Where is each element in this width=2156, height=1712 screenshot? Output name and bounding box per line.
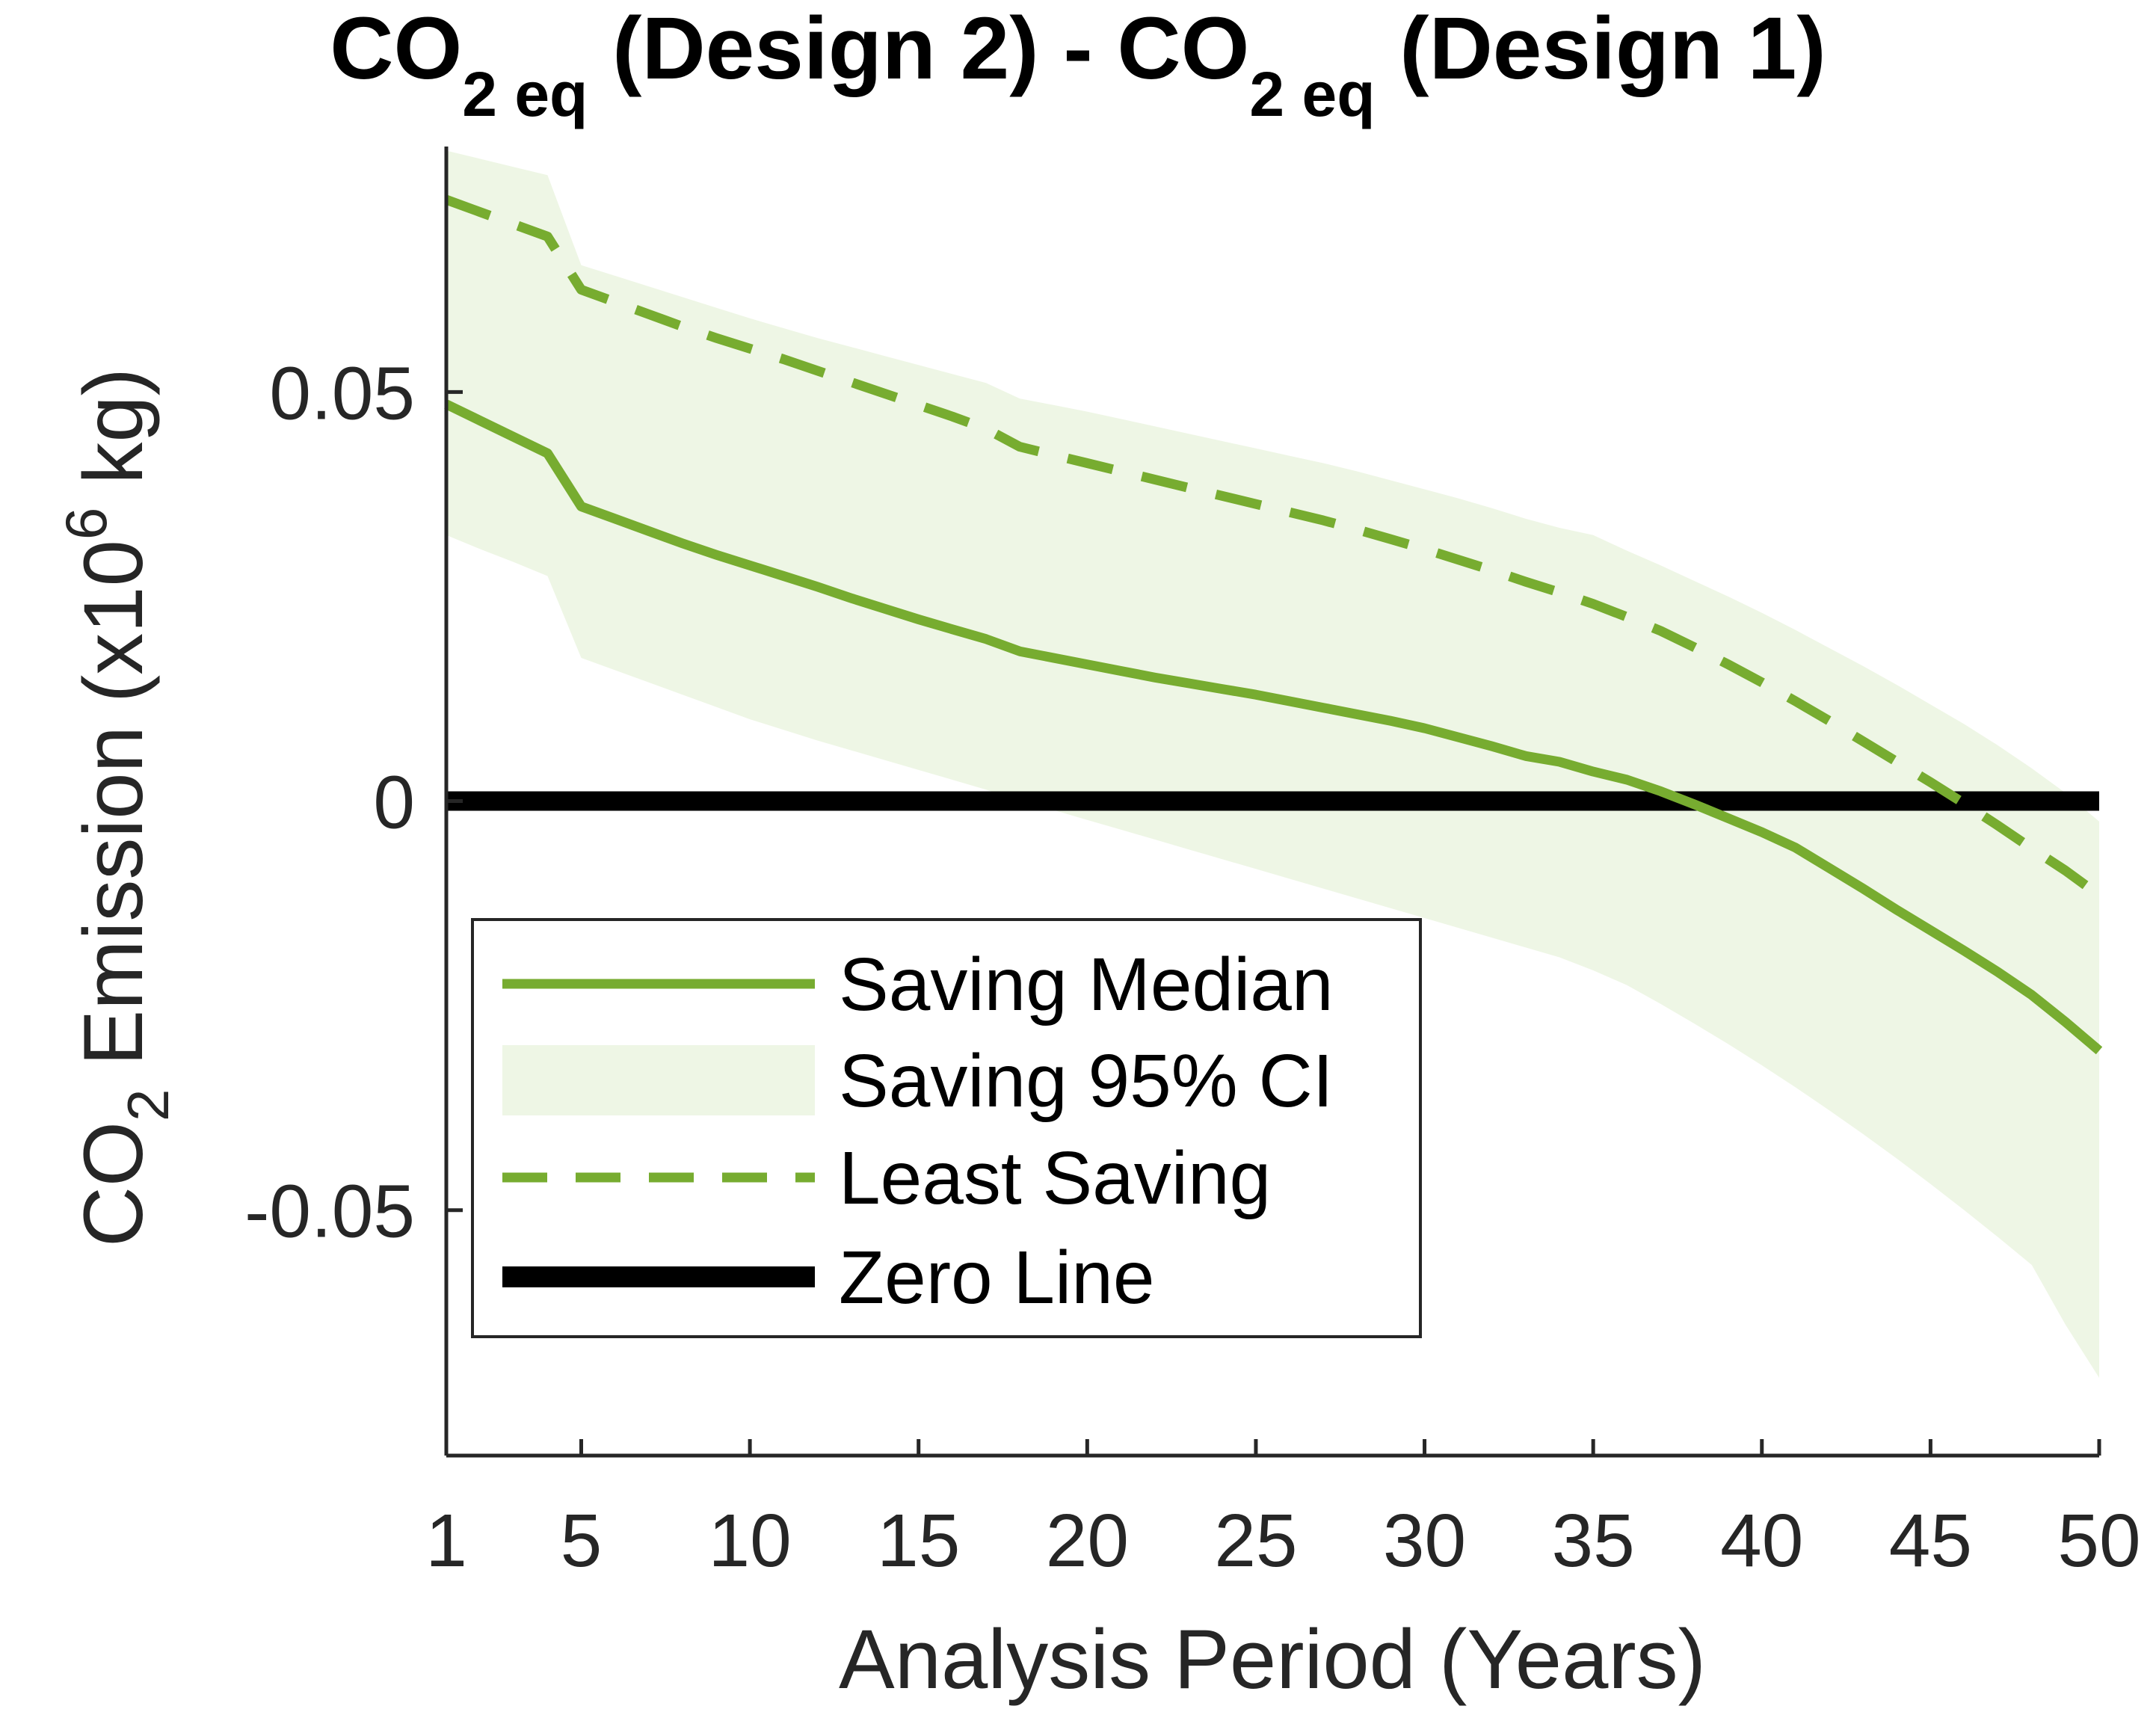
legend-label-zero: Zero Line [839,1236,1154,1320]
x-tick-label: 1 [425,1499,467,1583]
x-tick-label: 5 [561,1499,603,1583]
x-axis-label: Analysis Period (Years) [839,1613,1706,1706]
y-tick-label: -0.05 [244,1170,415,1254]
ci-band [446,150,2099,1378]
title-subscript-1: 2 eq [462,59,588,129]
y-axis-label: CO2 Emission (x106 kg) [53,368,181,1247]
series-line-least-saving [444,194,2102,899]
title-part-2: (Design 2) - CO [588,0,1249,98]
x-tick-label: 45 [1889,1499,1972,1583]
x-tick-label: 10 [708,1499,791,1583]
title-subscript-2: 2 eq [1249,59,1375,129]
ylabel-part-3: kg) [67,368,160,508]
x-tick-label: 20 [1046,1499,1129,1583]
ylabel-part-1: CO [67,1121,160,1247]
x-tick-label: 35 [1552,1499,1635,1583]
legend-label-ci: Saving 95% CI [839,1039,1333,1123]
chart-title: CO2 eq (Design 2) - CO2 eq (Design 1) [330,0,1826,129]
series-layer [444,194,2103,1055]
title-part-1: CO [330,0,462,98]
series-line-saving-median [444,399,2103,1055]
y-ticks: -0.05 0 0.05 [244,351,463,1254]
title-part-3: (Design 1) [1376,0,1826,98]
y-tick-label: 0.05 [269,351,415,435]
legend-label-median: Saving Median [839,943,1334,1026]
x-tick-label: 25 [1214,1499,1297,1583]
y-tick-label: 0 [373,761,415,845]
x-ticks: 1 5 10 15 20 25 30 35 40 45 50 [425,1439,2141,1583]
x-tick-label: 15 [877,1499,960,1583]
legend-swatch-ci [502,1045,815,1115]
ylabel-superscript: 6 [53,508,119,540]
x-tick-label: 30 [1383,1499,1466,1583]
x-tick-label: 40 [1720,1499,1803,1583]
legend-label-least: Least Saving [839,1136,1271,1220]
ci-band-layer [446,150,2099,1378]
ylabel-part-2: Emission (x10 [67,540,160,1089]
ylabel-subscript: 2 [115,1089,181,1121]
legend: Saving Median Saving 95% CI Least Saving… [471,918,1422,1338]
x-tick-label: 50 [2057,1499,2140,1583]
